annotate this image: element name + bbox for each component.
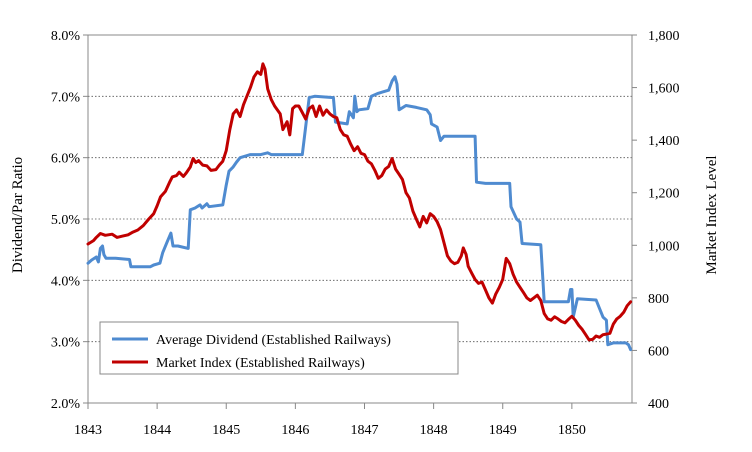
- right-tick-label: 800: [648, 292, 669, 307]
- right-tick-label: 1,000: [648, 239, 680, 254]
- left-tick-label: 4.0%: [51, 274, 81, 289]
- legend-label-market-index: Market Index (Established Railways): [156, 356, 365, 371]
- average-dividend-line: [86, 75, 633, 352]
- right-tick-label: 1,600: [648, 82, 680, 97]
- legend-label-average-dividend: Average Dividend (Established Railways): [156, 333, 391, 348]
- x-axis-ticks: 1843 1844 1845 1846 1847 1848 1849 1850: [74, 403, 586, 438]
- legend-box: [99, 321, 459, 375]
- left-tick-label: 8.0%: [51, 29, 81, 44]
- left-tick-label: 7.0%: [51, 90, 81, 105]
- x-tick-label: 1849: [489, 423, 517, 438]
- right-axis-ticks: 400 600 800 1,000 1,200 1,400 1,600 1,800: [632, 29, 680, 412]
- right-tick-label: 1,200: [648, 187, 680, 202]
- market-index-line: [86, 62, 633, 342]
- x-tick-label: 1847: [350, 423, 378, 438]
- y-axis-right-title: Market Index Level: [704, 155, 720, 274]
- series-lines: [86, 62, 633, 352]
- x-tick-label: 1843: [74, 423, 102, 438]
- legend: Average Dividend (Established Railways) …: [99, 321, 459, 375]
- y-axis-left-title: Dividend/Par Ratio: [10, 157, 26, 273]
- x-tick-label: 1845: [212, 423, 240, 438]
- left-tick-label: 5.0%: [51, 213, 81, 228]
- x-tick-label: 1846: [281, 423, 309, 438]
- x-tick-label: 1844: [143, 423, 171, 438]
- left-tick-label: 3.0%: [51, 336, 81, 351]
- left-tick-label: 2.0%: [51, 397, 81, 412]
- x-tick-label: 1848: [420, 423, 448, 438]
- left-axis-ticks: 2.0% 3.0% 4.0% 5.0% 6.0% 7.0% 8.0%: [51, 29, 88, 412]
- right-tick-label: 1,400: [648, 134, 680, 149]
- right-tick-label: 1,800: [648, 29, 680, 44]
- left-tick-label: 6.0%: [51, 152, 81, 167]
- right-tick-label: 400: [648, 397, 669, 412]
- x-tick-label: 1850: [558, 423, 586, 438]
- gridlines: [88, 95, 632, 343]
- right-tick-label: 600: [648, 344, 669, 359]
